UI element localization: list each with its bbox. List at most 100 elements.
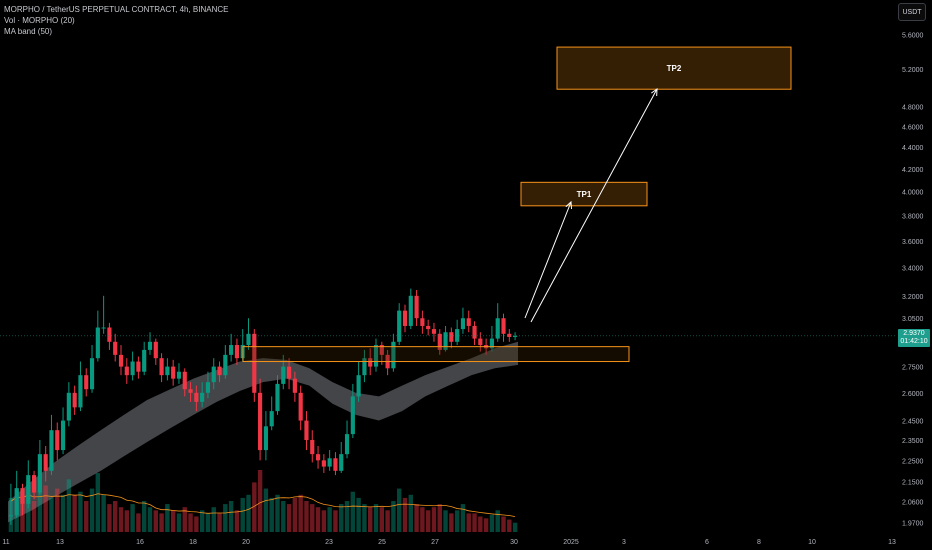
x-tick-label: 27 xyxy=(431,539,439,546)
volume-bar xyxy=(379,507,385,532)
volume-bar xyxy=(252,482,257,532)
volume-bars xyxy=(8,470,518,532)
y-tick-label: 3.6000 xyxy=(902,239,924,246)
volume-bar xyxy=(118,507,124,532)
volume-bar xyxy=(165,504,170,532)
candle-body xyxy=(443,332,448,350)
x-tick-label: 23 xyxy=(325,539,333,546)
candle-body xyxy=(350,396,355,435)
volume-bar xyxy=(176,513,182,532)
volume-bar xyxy=(472,513,477,532)
symbol-title[interactable]: MORPHO / TetherUS PERPETUAL CONTRACT, 4h… xyxy=(4,5,229,14)
y-tick-label: 2.7500 xyxy=(902,365,924,372)
volume-bar xyxy=(141,501,147,532)
volume-bar xyxy=(310,504,315,532)
volume-bar xyxy=(234,510,240,532)
x-tick-label: 18 xyxy=(189,539,197,546)
volume-bar xyxy=(512,522,518,532)
volume-bar xyxy=(391,501,396,532)
volume-bar xyxy=(286,504,292,532)
y-tick-label: 3.0500 xyxy=(902,316,924,323)
x-tick-label: 20 xyxy=(242,539,250,546)
y-tick-label: 2.0600 xyxy=(902,500,924,507)
candle-body xyxy=(165,366,170,376)
volume-bar xyxy=(443,510,448,532)
candle-body xyxy=(217,366,222,376)
volume-bar xyxy=(43,485,48,532)
candle-body xyxy=(246,333,251,346)
volume-indicator-label[interactable]: Vol · MORPHO (20) xyxy=(4,16,75,25)
volume-bar xyxy=(478,516,483,532)
volume-bar xyxy=(408,494,413,532)
currency-button[interactable]: USDT xyxy=(898,3,926,21)
volume-bar xyxy=(304,501,309,532)
y-tick-label: 4.2000 xyxy=(902,167,924,174)
volume-bar xyxy=(66,479,72,532)
candle-body xyxy=(431,329,437,334)
candle-body xyxy=(472,325,477,339)
volume-ma-line xyxy=(10,493,516,518)
y-tick-label: 2.3500 xyxy=(902,438,924,445)
volume-bar xyxy=(37,491,43,532)
current-price-tag: 2.9370 01:42:10 xyxy=(898,329,930,347)
volume-bar xyxy=(257,470,263,532)
volume-bar xyxy=(501,516,506,532)
volume-bar xyxy=(95,473,101,532)
volume-bar xyxy=(217,513,222,532)
candle-body xyxy=(489,338,495,349)
candle-body xyxy=(26,475,31,504)
volume-bar xyxy=(269,497,274,532)
candle-body xyxy=(304,420,309,441)
volume-bar xyxy=(60,494,66,532)
ma-band xyxy=(8,341,518,523)
volume-bar xyxy=(188,513,193,532)
volume-bar xyxy=(107,504,112,532)
volume-bar xyxy=(425,510,431,532)
volume-bar xyxy=(240,497,245,532)
y-tick-label: 4.6000 xyxy=(902,124,924,131)
x-tick-label: 2025 xyxy=(563,539,579,546)
candle-body xyxy=(205,382,211,393)
candle-body xyxy=(8,515,13,517)
zones: TP1 TP2 xyxy=(242,46,792,363)
volume-bar xyxy=(84,501,89,532)
volume-bar xyxy=(333,510,338,532)
support-zone xyxy=(242,346,630,363)
volume-bar xyxy=(449,513,454,532)
candle-body xyxy=(78,375,83,408)
candle-body xyxy=(182,371,187,390)
volume-bar xyxy=(31,501,37,532)
y-tick-label: 2.6000 xyxy=(902,391,924,398)
candle-body xyxy=(327,458,332,467)
candle-body xyxy=(420,318,425,326)
candle-body xyxy=(60,420,66,451)
volume-bar xyxy=(49,497,54,532)
chart-legend: MORPHO / TetherUS PERPETUAL CONTRACT, 4h… xyxy=(4,4,229,37)
volume-bar xyxy=(495,510,500,532)
volume-bar xyxy=(124,510,130,532)
y-tick-label: 1.9700 xyxy=(902,520,924,527)
candle-body xyxy=(72,392,77,408)
volume-bar xyxy=(315,507,321,532)
candle-body xyxy=(136,361,141,372)
volume-bar xyxy=(362,504,367,532)
x-tick-label: 13 xyxy=(888,539,896,546)
candle-body xyxy=(414,295,419,319)
candlesticks xyxy=(8,288,518,525)
candle-body xyxy=(14,488,19,516)
candle-body xyxy=(362,358,367,376)
candle-body xyxy=(113,341,118,355)
volume-bar xyxy=(344,501,350,532)
candle-body xyxy=(402,310,408,326)
volume-bar xyxy=(414,504,419,532)
arrow-to-tp1 xyxy=(524,201,572,319)
ma-band-indicator-label[interactable]: MA band (50) xyxy=(4,27,53,36)
volume-bar xyxy=(321,510,327,532)
volume-bar xyxy=(113,501,118,532)
y-tick-label: 4.8000 xyxy=(902,104,924,111)
candle-body xyxy=(171,366,176,379)
volume-bar xyxy=(385,510,390,532)
volume-bar xyxy=(130,504,135,532)
candle-body xyxy=(124,366,129,376)
